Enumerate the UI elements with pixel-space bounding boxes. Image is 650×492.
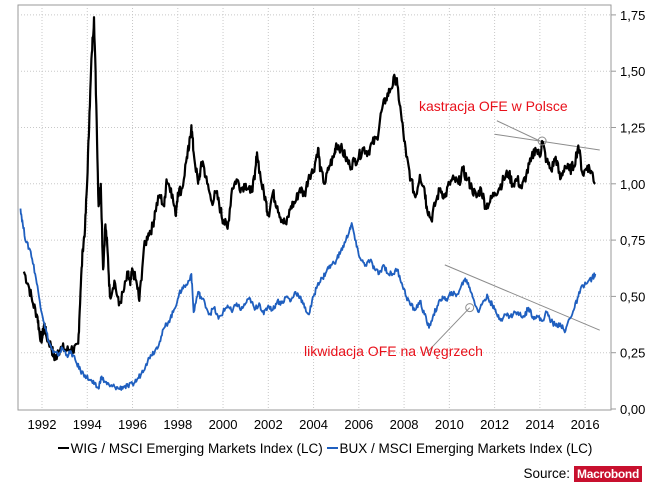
- y-tick-label: 1,75: [620, 8, 645, 23]
- x-tick-label: 2012: [480, 417, 509, 432]
- legend-swatch-bux: [326, 447, 338, 450]
- line-chart: 0,000,250,500,751,001,251,501,75 1992 199…: [17, 4, 645, 432]
- y-tick-label: 0,25: [620, 346, 645, 361]
- macrobond-logo: Macrobond: [574, 466, 642, 482]
- plot-frame: [17, 4, 612, 411]
- legend-swatch-wig: [57, 447, 69, 450]
- legend: WIG / MSCI Emerging Markets Index (LC) B…: [0, 441, 650, 456]
- x-axis: 1992 1994 1996 1998 2000 2002 2004 2006 2008 2010…: [28, 417, 600, 432]
- y-tick-label: 0,75: [620, 233, 645, 248]
- x-tick-label: 1998: [163, 417, 192, 432]
- x-tick-label: 2008: [390, 417, 419, 432]
- series-line-bux: [19, 208, 597, 391]
- annotation-label-poland: kastracja OFE w Polsce: [419, 98, 568, 114]
- x-tick-label: 2000: [209, 417, 238, 432]
- x-tick-label: 1996: [118, 417, 147, 432]
- source-credit: Source: Macrobond: [523, 466, 642, 482]
- x-tick-label: 2006: [344, 417, 373, 432]
- series-group: [19, 16, 597, 391]
- annotation-pointer-line: [496, 120, 541, 142]
- y-axis: 0,00 0,25 0,50 0,75 1,00 1,25 1,50 1,75: [611, 8, 645, 417]
- legend-item-wig: WIG / MSCI Emerging Markets Index (LC): [57, 441, 323, 456]
- x-tick-label: 2002: [254, 417, 283, 432]
- y-tick-label: 1,50: [620, 64, 645, 79]
- annotation-marker-circle: [537, 136, 547, 146]
- x-tick-label: 2016: [571, 417, 600, 432]
- legend-label-wig: WIG / MSCI Emerging Markets Index (LC): [70, 441, 323, 456]
- annotation-marker-circle: [465, 303, 475, 313]
- x-tick-label: 2004: [299, 417, 328, 432]
- y-tick-label: 1,25: [620, 121, 645, 136]
- x-tick-label: 1994: [73, 417, 102, 432]
- annotation-trend-lines: [426, 120, 600, 354]
- x-tick-label: 1992: [28, 417, 57, 432]
- x-tick-label: 2010: [435, 417, 464, 432]
- series-line-wig: [22, 16, 596, 362]
- annotation-label-hungary: likwidacja OFE na Węgrzech: [304, 343, 483, 359]
- source-label: Source:: [523, 466, 571, 481]
- y-tick-label: 0,50: [620, 289, 645, 304]
- legend-label-bux: BUX / MSCI Emerging Markets Index (LC): [339, 441, 593, 456]
- trend-line: [494, 133, 600, 151]
- y-tick-label: 0,00: [620, 402, 645, 417]
- x-tick-label: 2014: [525, 417, 554, 432]
- legend-item-bux: BUX / MSCI Emerging Markets Index (LC): [326, 441, 593, 456]
- annotation-markers: [465, 136, 547, 313]
- annotation-pointer-line: [426, 307, 471, 354]
- y-tick-label: 1,00: [620, 177, 645, 192]
- trend-line: [444, 264, 600, 331]
